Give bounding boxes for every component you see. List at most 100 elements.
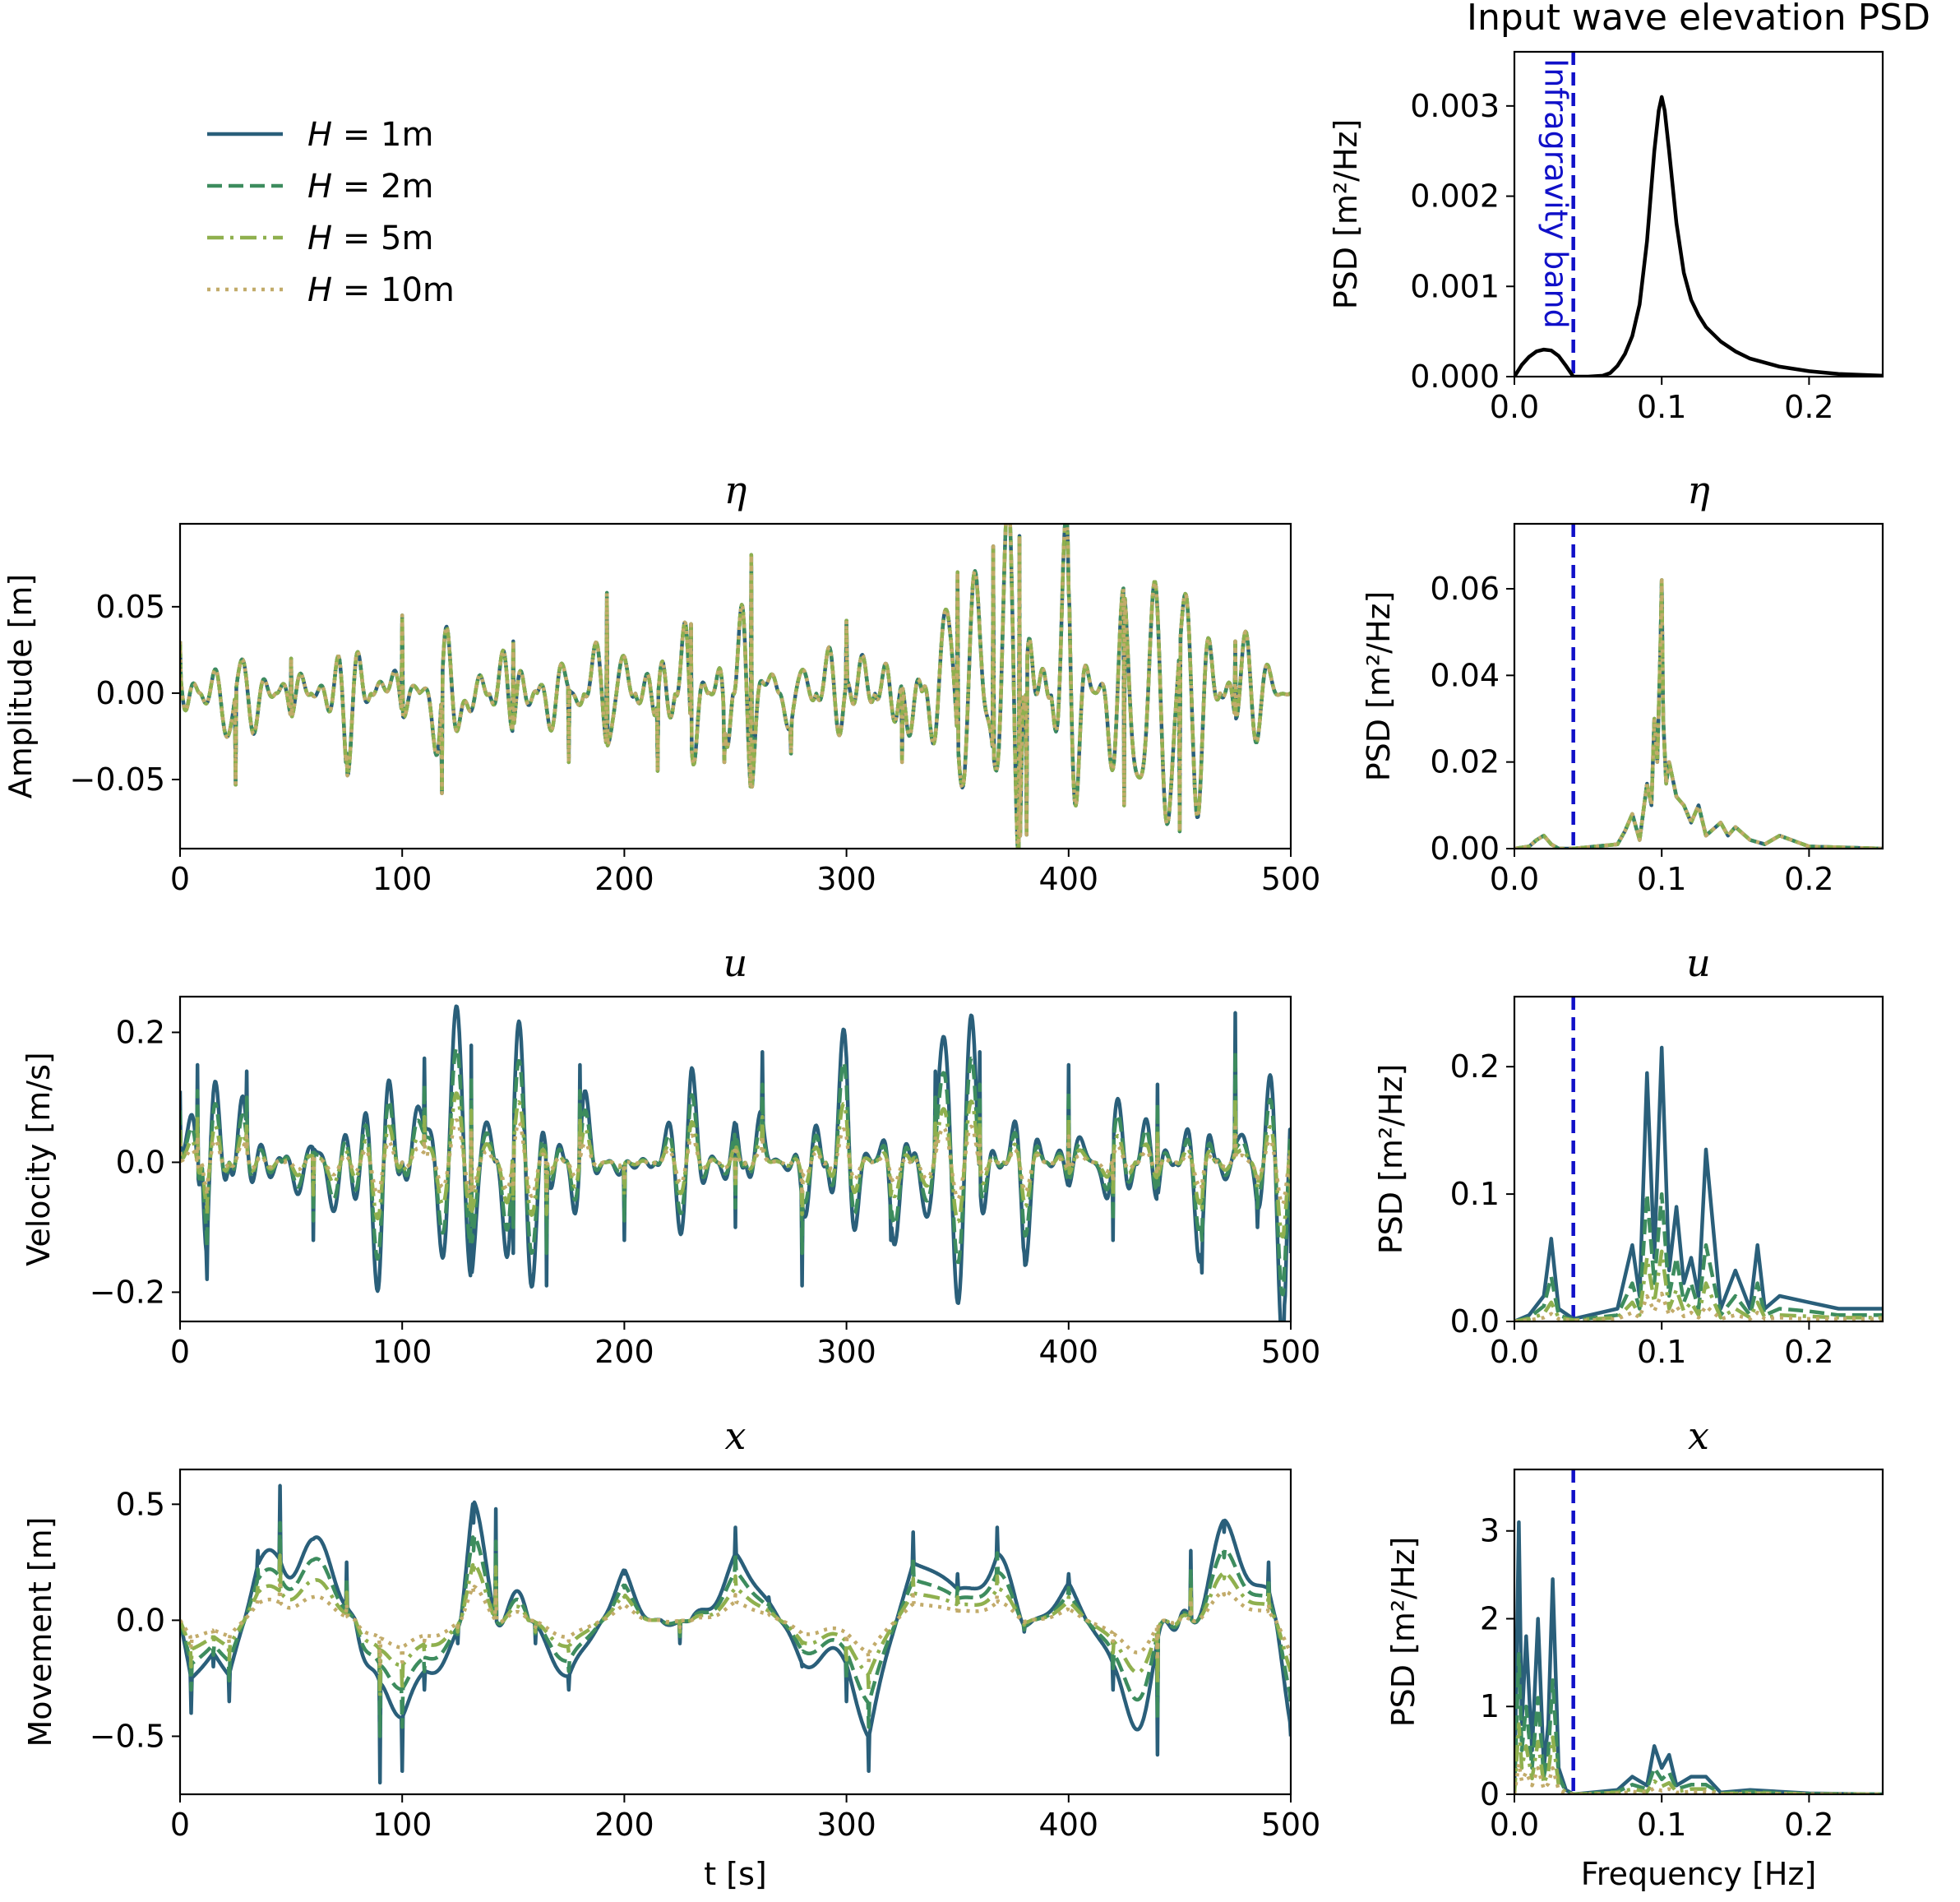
y-tick-label: 0.04 xyxy=(1430,657,1500,693)
y-axis-label: PSD [m²/Hz] xyxy=(1361,591,1397,782)
panel-title: η xyxy=(1687,468,1710,512)
x-tick-label: 0.0 xyxy=(1490,1807,1539,1843)
x-tick-label: 300 xyxy=(816,1334,876,1370)
series-x-psd-H10 xyxy=(1514,1761,1883,1794)
plot-frame xyxy=(1513,1468,1884,1796)
y-tick-label: −0.05 xyxy=(70,761,165,798)
x-tick-label: 0.2 xyxy=(1784,1334,1833,1370)
x-tick-label: 0 xyxy=(170,1334,190,1370)
x-tick-label: 100 xyxy=(372,1334,432,1370)
u-psd-panel: 0.0 0.1 0.2 0.0 0.1 0.2 u PSD [m²/Hz] xyxy=(1373,941,1884,1370)
x-tick-label: 0.1 xyxy=(1637,1807,1686,1843)
legend: H = 1m H = 2m H = 5m H = 10m xyxy=(207,116,455,309)
y-tick-label: 0.002 xyxy=(1410,178,1500,215)
y-tick-label: 0.0 xyxy=(1450,1303,1500,1340)
x-tick-label: 300 xyxy=(816,1807,876,1843)
series-u-psd-H5 xyxy=(1514,1249,1883,1321)
x-tick-label: 200 xyxy=(594,1334,654,1370)
y-tick-label: −0.2 xyxy=(90,1274,165,1310)
series-u-time-H1 xyxy=(180,1004,1291,1321)
series-x-time-H1 xyxy=(180,1483,1291,1785)
y-axis-label: Movement [m] xyxy=(22,1516,58,1747)
panel-title: u xyxy=(1686,941,1711,985)
panel-title: x xyxy=(725,1414,747,1458)
y-tick-label: 0.00 xyxy=(1430,831,1500,867)
x-tick-label: 300 xyxy=(816,861,876,897)
panel-title: η xyxy=(724,468,747,512)
series-u-psd-H2 xyxy=(1514,1192,1883,1321)
y-tick-label: 0.2 xyxy=(1450,1048,1500,1085)
x-tick-label: 0.1 xyxy=(1637,861,1686,897)
panel-title: Input wave elevation PSD xyxy=(1467,0,1930,39)
y-tick-label: −0.5 xyxy=(90,1718,165,1754)
x-axis-label: t [s] xyxy=(704,1856,766,1892)
legend-label-H1: H = 1m xyxy=(307,116,433,154)
x-tick-label: 500 xyxy=(1261,861,1321,897)
x-tick-label: 500 xyxy=(1261,1334,1321,1370)
panel-title: x xyxy=(1688,1414,1709,1458)
plot-frame xyxy=(1513,50,1884,378)
y-tick-label: 0.06 xyxy=(1430,571,1500,607)
x-tick-label: 0 xyxy=(170,861,190,897)
x-tick-label: 0 xyxy=(170,1807,190,1843)
x-tick-label: 200 xyxy=(594,861,654,897)
u-time-panel: 0 100 200 300 400 500 −0.2 0.0 0.2 u Velocity [m/s… xyxy=(21,941,1320,1370)
series-x-time-H10 xyxy=(180,1579,1291,1669)
x-tick-label: 0.1 xyxy=(1637,1334,1686,1370)
series-x-psd-H5 xyxy=(1514,1722,1883,1794)
x-psd-panel: 0.0 0.1 0.2 0 1 2 3 x PSD [m²/Hz] Frequency [Hz] xyxy=(1385,1414,1884,1892)
y-tick-label: 0.001 xyxy=(1410,268,1500,304)
panel-title: u xyxy=(723,941,748,985)
y-tick-label: 0.02 xyxy=(1430,744,1500,780)
series-eta-psd-H10 xyxy=(1514,578,1883,849)
y-axis-label: PSD [m²/Hz] xyxy=(1373,1064,1409,1255)
x-tick-label: 100 xyxy=(372,1807,432,1843)
x-tick-label: 100 xyxy=(372,861,432,897)
plot-frame xyxy=(1513,995,1884,1323)
series-u-time-H2 xyxy=(180,1046,1291,1297)
plot-frame xyxy=(178,522,1292,850)
series-input-psd-input xyxy=(1514,95,1883,377)
y-axis-label: PSD [m²/Hz] xyxy=(1385,1537,1421,1728)
x-tick-label: 400 xyxy=(1039,861,1099,897)
y-tick-label: 1 xyxy=(1480,1688,1500,1724)
x-time-panel: 0 100 200 300 400 500 −0.5 0.0 0.5 x Movement [m] t… xyxy=(22,1414,1320,1892)
x-tick-label: 0.1 xyxy=(1637,389,1686,425)
x-tick-label: 500 xyxy=(1261,1807,1321,1843)
y-tick-label: 0.0 xyxy=(116,1144,165,1180)
legend-label-H5: H = 5m xyxy=(307,220,433,257)
series-x-time-H2 xyxy=(180,1520,1291,1738)
y-tick-label: 3 xyxy=(1480,1513,1500,1549)
series-u-psd-H1 xyxy=(1514,1045,1883,1321)
eta-time-panel: 0 100 200 300 400 500 −0.05 0.00 0.05 η Amplitude … xyxy=(2,468,1320,897)
x-tick-label: 0.0 xyxy=(1490,389,1539,425)
x-tick-label: 0.2 xyxy=(1784,389,1833,425)
input-psd-panel: Infragravity band 0.0 0.1 0.2 0.000 0.001 0.00… xyxy=(1328,0,1930,425)
x-tick-label: 200 xyxy=(594,1807,654,1843)
y-axis-label: PSD [m²/Hz] xyxy=(1328,119,1364,310)
x-tick-label: 400 xyxy=(1039,1807,1099,1843)
y-tick-label: 0.5 xyxy=(116,1486,165,1522)
series-u-time-H5 xyxy=(180,1091,1291,1239)
infragravity-band-label: Infragravity band xyxy=(1538,58,1574,329)
y-axis-label: Velocity [m/s] xyxy=(21,1052,57,1266)
series-x-psd-H2 xyxy=(1514,1651,1883,1794)
plot-frame xyxy=(178,995,1292,1323)
y-tick-label: 0.000 xyxy=(1410,359,1500,395)
plot-frame xyxy=(178,1468,1292,1796)
y-tick-label: 0.1 xyxy=(1450,1176,1500,1212)
x-tick-label: 0.2 xyxy=(1784,861,1833,897)
y-tick-label: 0 xyxy=(1480,1776,1500,1812)
plot-frame xyxy=(1513,522,1884,850)
y-tick-label: 0.2 xyxy=(116,1014,165,1050)
legend-label-H2: H = 2m xyxy=(307,168,433,206)
y-tick-label: 0.05 xyxy=(95,589,165,625)
eta-psd-panel: 0.0 0.1 0.2 0.00 0.02 0.04 0.06 η PSD [m²/Hz] xyxy=(1361,468,1884,897)
series-eta-time-H10 xyxy=(180,524,1291,849)
x-tick-label: 0.0 xyxy=(1490,861,1539,897)
y-tick-label: 2 xyxy=(1480,1600,1500,1636)
y-tick-label: 0.00 xyxy=(95,675,165,711)
x-tick-label: 0.0 xyxy=(1490,1334,1539,1370)
series-x-time-H5 xyxy=(180,1553,1291,1699)
